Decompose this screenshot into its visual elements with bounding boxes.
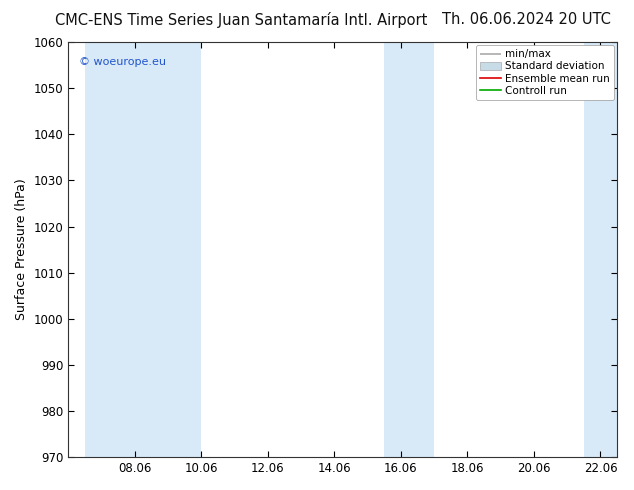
Bar: [584, 42, 617, 457]
Bar: [85, 42, 201, 457]
Text: © woeurope.eu: © woeurope.eu: [79, 56, 166, 67]
Text: CMC-ENS Time Series Juan Santamaría Intl. Airport: CMC-ENS Time Series Juan Santamaría Intl…: [55, 12, 427, 28]
Y-axis label: Surface Pressure (hPa): Surface Pressure (hPa): [15, 179, 28, 320]
Legend: min/max, Standard deviation, Ensemble mean run, Controll run: min/max, Standard deviation, Ensemble me…: [476, 45, 614, 100]
Text: Th. 06.06.2024 20 UTC: Th. 06.06.2024 20 UTC: [442, 12, 611, 27]
Bar: [384, 42, 434, 457]
